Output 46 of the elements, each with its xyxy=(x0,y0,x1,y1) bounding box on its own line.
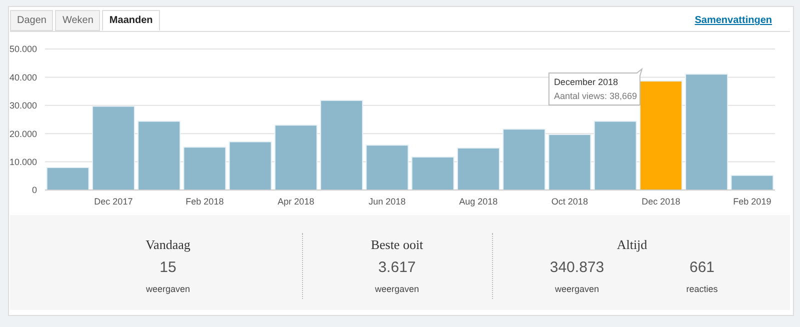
bar xyxy=(46,166,90,190)
text: weergaven xyxy=(144,284,192,294)
text: Altijd xyxy=(616,237,648,253)
text: Maanden xyxy=(102,10,160,31)
text: weergaven xyxy=(374,284,420,294)
text: 661 xyxy=(688,259,716,276)
text: Beste ooit xyxy=(370,237,424,253)
bar xyxy=(366,144,409,190)
y-tick-label: 30.000 xyxy=(9,100,37,111)
text: 15 xyxy=(158,259,178,276)
x-tick-label: Apr 2018 xyxy=(278,196,314,206)
x-tick-label: Oct 2018 xyxy=(551,196,588,206)
text: Vandaag xyxy=(144,237,192,253)
bar xyxy=(639,80,682,190)
bar xyxy=(228,141,272,190)
y-tick-label: 40.000 xyxy=(9,72,37,82)
bar xyxy=(274,124,318,190)
text: Weken xyxy=(55,10,100,31)
bar xyxy=(685,74,728,190)
bar xyxy=(456,147,500,190)
bar xyxy=(594,120,637,190)
x-tick-label: Dec 2018 xyxy=(642,196,680,206)
y-tick-label: 10.000 xyxy=(9,156,37,167)
text: 3.617 xyxy=(377,259,417,276)
bar xyxy=(730,174,774,190)
bar xyxy=(92,106,135,190)
text: Samenvattingen xyxy=(694,15,772,26)
x-tick-label: Jun 2018 xyxy=(368,196,406,206)
annotation: December 2018 Aantal views: 38,669 xyxy=(554,76,637,101)
x-tick-label: Feb 2018 xyxy=(186,196,224,206)
y-tick-label: 0 xyxy=(32,185,37,196)
bar xyxy=(138,120,181,190)
text: reacties xyxy=(685,284,719,294)
bar xyxy=(183,146,226,190)
text: 340.873 xyxy=(548,259,606,276)
x-tick-label: Aug 2018 xyxy=(459,196,498,206)
bar xyxy=(320,100,364,190)
x-tick-label: Feb 2019 xyxy=(733,196,772,206)
text: weergaven xyxy=(554,284,600,294)
text: Dagen xyxy=(10,10,54,31)
x-tick-label: Dec 2017 xyxy=(94,196,133,206)
y-tick-label: 50.000 xyxy=(9,44,37,54)
bar xyxy=(411,156,454,190)
bar xyxy=(502,128,546,190)
y-tick-label: 20.000 xyxy=(9,128,37,139)
bar xyxy=(548,134,592,190)
